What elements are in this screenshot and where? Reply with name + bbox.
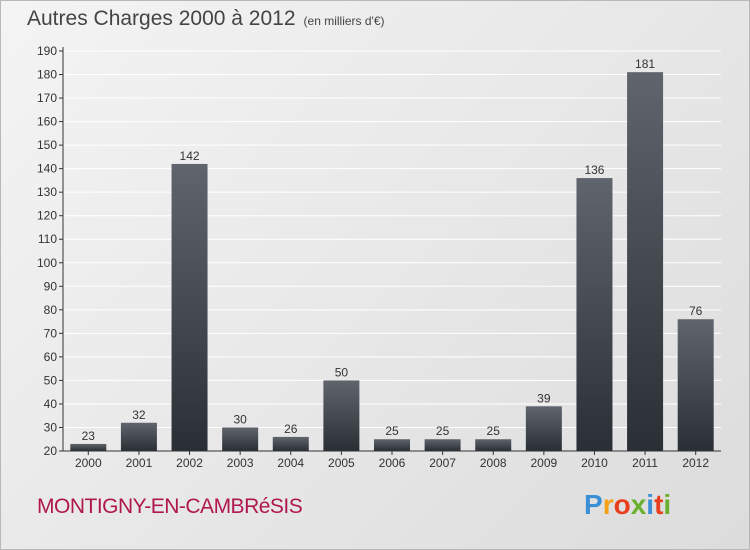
y-tick-label: 60 [44, 350, 58, 364]
logo-letter: r [602, 489, 614, 520]
grid-lines [63, 50, 721, 452]
data-labels: 23 32 142 30 26 50 25 25 25 39 136 181 76 [82, 57, 703, 443]
data-label-2002: 142 [180, 149, 200, 163]
bar-2012 [677, 319, 714, 451]
bars [70, 72, 714, 452]
town-name: MONTIGNY-EN-CAMBRéSIS [37, 495, 303, 518]
bar-2008 [475, 439, 512, 451]
y-tick-label: 170 [37, 91, 57, 105]
logo-letter: o [613, 489, 631, 520]
logo-letter: i [646, 489, 655, 520]
bar-2011 [627, 72, 664, 452]
chart-subtitle: (en milliers d'€) [303, 14, 385, 28]
data-label-2008: 25 [487, 424, 501, 438]
data-label-2004: 26 [284, 422, 298, 436]
x-tick-label-2004: 2004 [277, 456, 304, 470]
y-tick-label: 160 [37, 115, 57, 129]
y-tick-label: 130 [37, 185, 57, 199]
x-tick-label-2006: 2006 [379, 456, 406, 470]
y-tick-label: 20 [44, 444, 58, 458]
title-text: Autres Charges 2000 à 2012 [27, 7, 296, 30]
y-tick-label: 110 [38, 232, 57, 246]
data-label-2000: 23 [82, 429, 96, 443]
x-tick-label-2011: 2011 [632, 456, 658, 470]
x-tick-label-2008: 2008 [480, 456, 507, 470]
data-label-2009: 39 [537, 391, 551, 405]
bar-2002 [171, 163, 208, 452]
y-tick-label: 190 [37, 44, 57, 58]
bar-2010 [576, 178, 613, 451]
logo-letter: x [630, 489, 647, 520]
logo-letter: P [584, 489, 603, 520]
bar-2001 [120, 422, 157, 451]
bar-2009 [525, 406, 562, 451]
y-tick-label: 120 [37, 209, 57, 223]
data-label-2005: 50 [335, 365, 349, 379]
bar-2004 [272, 436, 309, 451]
data-label-2010: 136 [584, 163, 604, 177]
bar-2005 [323, 380, 360, 451]
x-tick-label-2002: 2002 [176, 456, 203, 470]
y-tick-labels: 20 30 40 50 60 70 80 90 100 110 120 130 140 150 160 170… [37, 44, 63, 458]
logo-letter: i [663, 489, 672, 520]
x-tick-label-2010: 2010 [581, 456, 608, 470]
data-label-2007: 25 [436, 424, 450, 438]
y-tick-label: 80 [44, 303, 58, 317]
y-tick-label: 100 [37, 256, 57, 270]
proxiti-logo[interactable]: Proxiti [584, 489, 671, 521]
axes [62, 47, 721, 452]
x-tick-label-2003: 2003 [227, 456, 254, 470]
y-tick-label: 140 [37, 162, 57, 176]
bar-2006 [374, 439, 410, 451]
data-label-2003: 30 [233, 412, 247, 426]
bar-2007 [424, 439, 461, 451]
logo-letter: t [654, 489, 664, 520]
data-label-2012: 76 [689, 304, 703, 318]
bar-2003 [222, 427, 259, 451]
chart-title: Autres Charges 2000 à 2012 (en milliers d… [27, 7, 385, 31]
data-label-2001: 32 [132, 408, 146, 422]
x-tick-label-2012: 2012 [682, 456, 709, 470]
data-label-2006: 25 [385, 424, 399, 438]
y-tick-label: 30 [44, 420, 58, 434]
data-label-2011: 181 [635, 57, 655, 71]
x-tick-label-2000: 2000 [75, 456, 102, 470]
x-tick-label-2009: 2009 [530, 456, 557, 470]
x-tick-label-2007: 2007 [429, 456, 456, 470]
x-tick-label-2005: 2005 [328, 456, 355, 470]
bar-chart: 20 30 40 50 60 70 80 90 100 110 120 130 140 150 160 170… [37, 44, 721, 470]
x-tick-label-2001: 2001 [126, 456, 153, 470]
y-tick-label: 90 [44, 279, 58, 293]
y-tick-label: 40 [44, 397, 58, 411]
y-tick-label: 180 [37, 68, 57, 82]
bar-2000 [70, 443, 107, 451]
y-tick-label: 150 [37, 138, 57, 152]
x-tick-labels: 2000 2001 2002 2003 2004 2005 2006 2007 2008 2009… [75, 451, 709, 470]
y-tick-label: 70 [44, 326, 58, 340]
y-tick-label: 50 [44, 373, 58, 387]
